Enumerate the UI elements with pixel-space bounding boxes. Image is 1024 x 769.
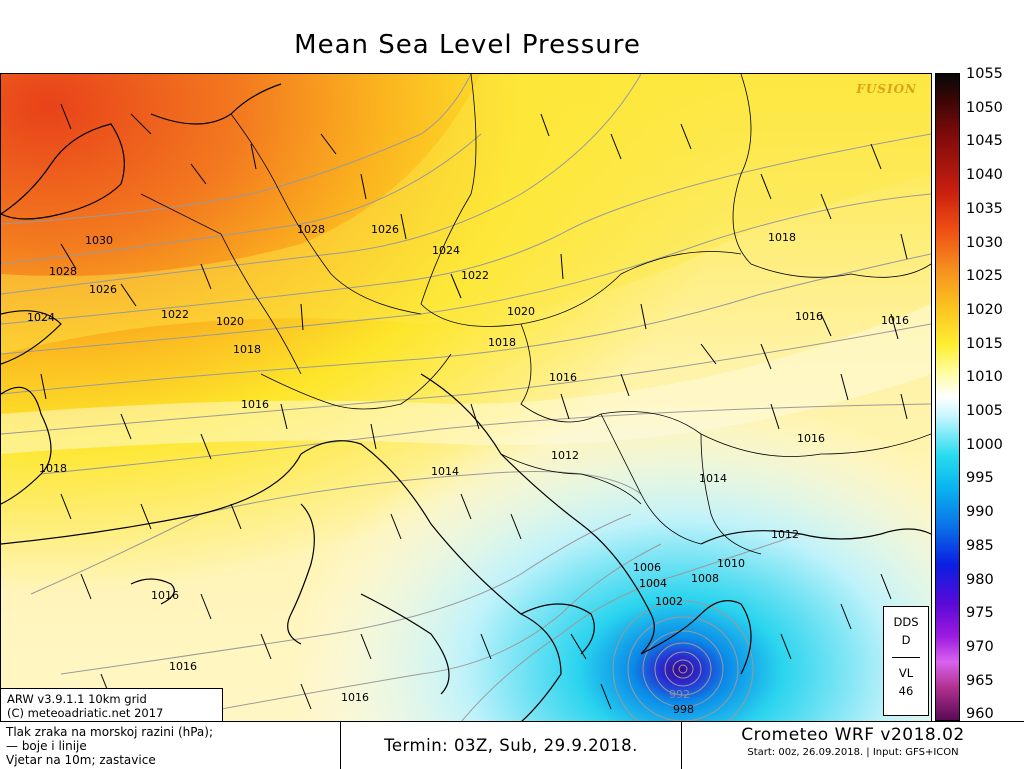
isobar-label: 1014	[699, 472, 727, 485]
colorbar-label: 970	[966, 638, 994, 655]
isobar-label: 1018	[233, 343, 261, 356]
colorbar-label: 1025	[966, 268, 1003, 285]
isobar-label: 1004	[639, 577, 667, 590]
coastlines	[1, 83, 931, 722]
model-brand: Crometeo WRF v2018.02	[741, 725, 965, 745]
legend-line-2: — boje i linije	[6, 739, 87, 753]
colorbar-label: 995	[966, 470, 994, 487]
vl-label: VL	[898, 666, 914, 680]
legend-description: Tlak zraka na morskoj razini (hPa); — bo…	[6, 725, 334, 767]
isobar-label: 1016	[549, 371, 577, 384]
isobar-label: 1024	[432, 244, 460, 257]
forecast-time: Termin: 03Z, Sub, 29.9.2018.	[340, 722, 682, 769]
isobar-label: 1016	[795, 310, 823, 323]
colorbar-label: 1045	[966, 133, 1003, 150]
colorbar-label: 1000	[966, 436, 1003, 453]
isobar-label: 1016	[881, 314, 909, 327]
map-canvas: 1030 1028 1026 1024 1028 1026 1024 1022 …	[1, 74, 931, 722]
legend-line-1: Tlak zraka na morskoj razini (hPa);	[6, 725, 214, 739]
isobar-label: 1028	[49, 265, 77, 278]
isobar-label: 1020	[216, 315, 244, 328]
isobar-label: 1016	[341, 691, 369, 704]
model-info-box: ARW v3.9.1.1 10km grid (C) meteoadriatic…	[1, 688, 223, 722]
isobar-label: 1026	[371, 223, 399, 236]
isobar-labels: 1030 1028 1026 1024 1028 1026 1024 1022 …	[27, 223, 909, 716]
isobar-label: 998	[673, 703, 694, 716]
isobar-label: 1012	[551, 449, 579, 462]
isobar-label: 1008	[691, 572, 719, 585]
colorbar-label: 1050	[966, 99, 1003, 116]
isobar-label: 1016	[241, 398, 269, 411]
isobar-label: 1016	[151, 589, 179, 602]
colorbar-label: 1010	[966, 369, 1003, 386]
isobar-label: 1026	[89, 283, 117, 296]
colorbar-label: 1040	[966, 167, 1003, 184]
colorbar-label: 1005	[966, 403, 1003, 419]
colorbar-label: 975	[966, 605, 994, 622]
dds-value: D	[901, 633, 911, 647]
colorbar-label: 1030	[966, 234, 1003, 251]
isobar-label: 1016	[169, 660, 197, 673]
fusion-watermark: FUSION	[856, 82, 917, 96]
isobar-label: 1028	[297, 223, 325, 236]
vl-value: 46	[898, 684, 914, 698]
isobar-label: 1014	[431, 465, 459, 478]
legend-line-3: Vjetar na 10m; zastavice	[6, 753, 156, 767]
colorbar-label: 1035	[966, 200, 1003, 217]
colorbar-label: 985	[966, 537, 994, 554]
isobar-label: 1006	[633, 561, 661, 574]
dds-label: DDS	[893, 615, 919, 629]
colorbar-label: 965	[966, 672, 994, 689]
low-pressure-field	[1, 74, 931, 722]
isobar-label: 1022	[461, 269, 489, 282]
dds-divider	[892, 657, 920, 658]
isobar-label: 1002	[655, 595, 683, 608]
isobar-label: 1024	[27, 311, 55, 324]
pressure-map: 1030 1028 1026 1024 1028 1026 1024 1022 …	[0, 73, 932, 723]
model-version: ARW v3.9.1.1 10km grid	[7, 692, 147, 706]
colorbar-label: 960	[966, 706, 994, 723]
pressure-colorbar	[935, 73, 960, 721]
colorbar-label: 980	[966, 571, 994, 588]
isobar-label: 1012	[771, 528, 799, 541]
chart-title: Mean Sea Level Pressure	[294, 30, 641, 60]
colorbar-labels: 1055 1050 1045 1040 1035 1030 1025 1020 1015 1010…	[962, 62, 1024, 722]
isobar-label: 1022	[161, 308, 189, 321]
isobar-label: 1018	[39, 462, 67, 475]
copyright: (C) meteoadriatic.net 2017	[7, 706, 164, 720]
isobar-label: 1016	[797, 432, 825, 445]
isobar-label: 1010	[717, 557, 745, 570]
dds-box: DDS D VL 46	[883, 606, 929, 716]
colorbar-label: 1055	[966, 66, 1003, 82]
colorbar-label: 1020	[966, 301, 1003, 318]
footer: Tlak zraka na morskoj razini (hPa); — bo…	[0, 721, 1024, 769]
isobar-label: 1030	[85, 234, 113, 247]
isobar-label: 1018	[488, 336, 516, 349]
isobar-label: 1018	[768, 231, 796, 244]
model-brand-box: Crometeo WRF v2018.02 Start: 00z, 26.09.…	[686, 725, 1020, 758]
isobar-lines	[1, 74, 931, 722]
colorbar-label: 1015	[966, 335, 1003, 352]
country-borders	[140, 74, 931, 555]
colorbar-label: 990	[966, 504, 994, 521]
run-info: Start: 00z, 26.09.2018. | Input: GFS+ICO…	[747, 747, 959, 758]
isobar-label: 1020	[507, 305, 535, 318]
isobar-label: 992	[669, 688, 690, 701]
wind-barbs	[40, 103, 908, 710]
